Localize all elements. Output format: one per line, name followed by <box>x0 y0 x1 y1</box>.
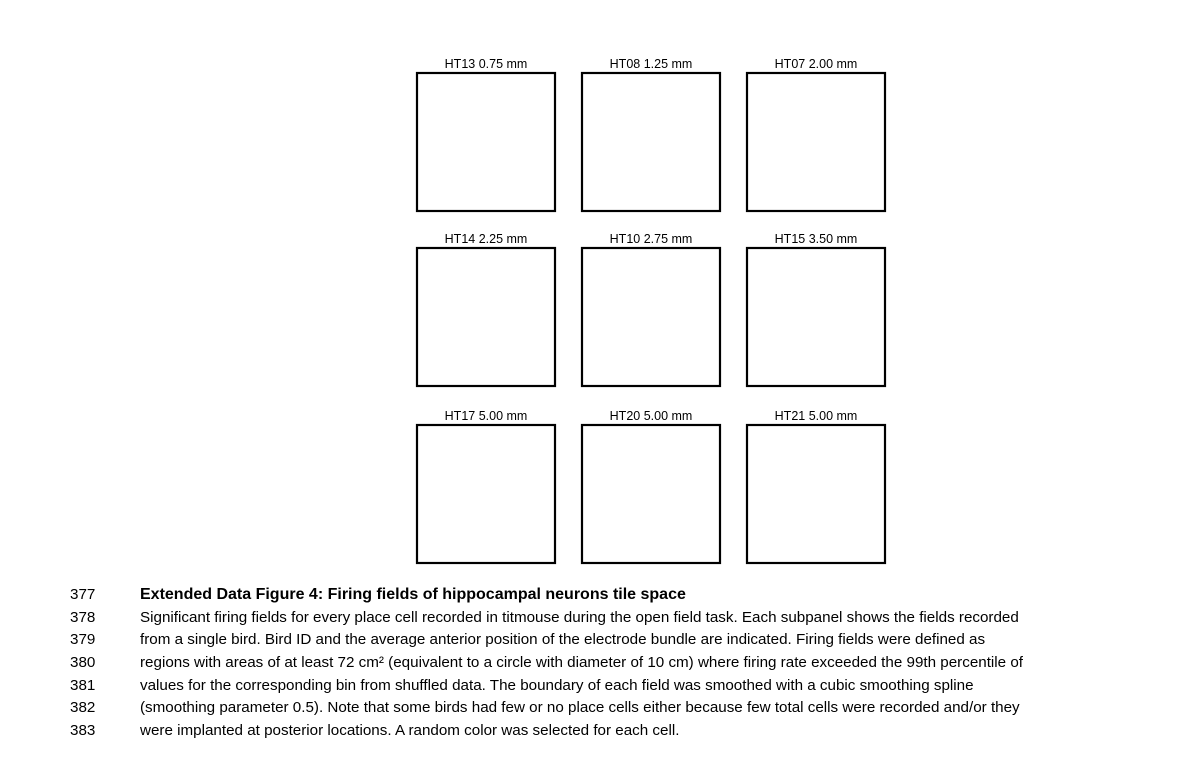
caption-text: were implanted at posterior locations. A… <box>140 722 680 740</box>
figure-4-panel-grid: HT13 0.75 mm HT08 1.25 mm HT07 2.00 mm HT14… <box>415 57 887 565</box>
caption-line: 383 were implanted at posterior location… <box>70 720 1185 743</box>
caption-text: Significant firing fields for every plac… <box>140 608 1019 626</box>
panel-ht15: HT15 3.50 mm <box>745 232 887 388</box>
panel-ht10: HT10 2.75 mm <box>580 232 722 388</box>
panel-label: HT13 0.75 mm <box>445 57 528 71</box>
panel-frame <box>580 246 722 388</box>
caption-text: values for the corresponding bin from sh… <box>140 676 974 694</box>
panel-label: HT07 2.00 mm <box>775 57 858 71</box>
caption-line: 378 Significant firing fields for every … <box>70 607 1185 630</box>
panel-frame <box>580 423 722 565</box>
panel-label: HT14 2.25 mm <box>445 232 528 246</box>
caption-line: 377 Extended Data Figure 4: Firing field… <box>70 584 1185 607</box>
caption-title: Extended Data Figure 4: Firing fields of… <box>140 586 686 603</box>
caption-line: 379 from a single bird. Bird ID and the … <box>70 629 1185 652</box>
panel-label: HT15 3.50 mm <box>775 232 858 246</box>
panel-ht20: HT20 5.00 mm <box>580 409 722 565</box>
line-number: 383 <box>70 722 96 740</box>
panel-frame <box>415 423 557 565</box>
line-number: 381 <box>70 676 96 694</box>
panel-ht07: HT07 2.00 mm <box>745 57 887 213</box>
panel-frame <box>415 246 557 388</box>
caption-line: 380 regions with areas of at least 72 cm… <box>70 652 1185 675</box>
caption-line: 382 (smoothing parameter 0.5). Note that… <box>70 697 1185 720</box>
panel-label: HT20 5.00 mm <box>610 409 693 423</box>
panel-frame <box>415 71 557 213</box>
panel-frame <box>745 71 887 213</box>
caption-line: 381 values for the corresponding bin fro… <box>70 675 1185 698</box>
panel-ht13: HT13 0.75 mm <box>415 57 557 213</box>
panel-ht17: HT17 5.00 mm <box>415 409 557 565</box>
line-number: 378 <box>70 608 96 626</box>
figure-caption: 377 Extended Data Figure 4: Firing field… <box>70 584 1185 743</box>
panel-label: HT10 2.75 mm <box>610 232 693 246</box>
panel-label: HT21 5.00 mm <box>775 409 858 423</box>
line-number: 379 <box>70 631 96 649</box>
panel-label: HT08 1.25 mm <box>610 57 693 71</box>
line-number: 380 <box>70 654 96 672</box>
caption-text: (smoothing parameter 0.5). Note that som… <box>140 699 1020 717</box>
panel-ht14: HT14 2.25 mm <box>415 232 557 388</box>
caption-text: regions with areas of at least 72 cm² (e… <box>140 654 1024 672</box>
panel-frame <box>745 246 887 388</box>
line-number: 382 <box>70 699 96 717</box>
panel-ht21: HT21 5.00 mm <box>745 409 887 565</box>
panel-ht08: HT08 1.25 mm <box>580 57 722 213</box>
line-number: 377 <box>70 586 96 603</box>
caption-text: from a single bird. Bird ID and the aver… <box>140 631 986 649</box>
panel-label: HT17 5.00 mm <box>445 409 528 423</box>
panel-frame <box>745 423 887 565</box>
panel-frame <box>580 71 722 213</box>
